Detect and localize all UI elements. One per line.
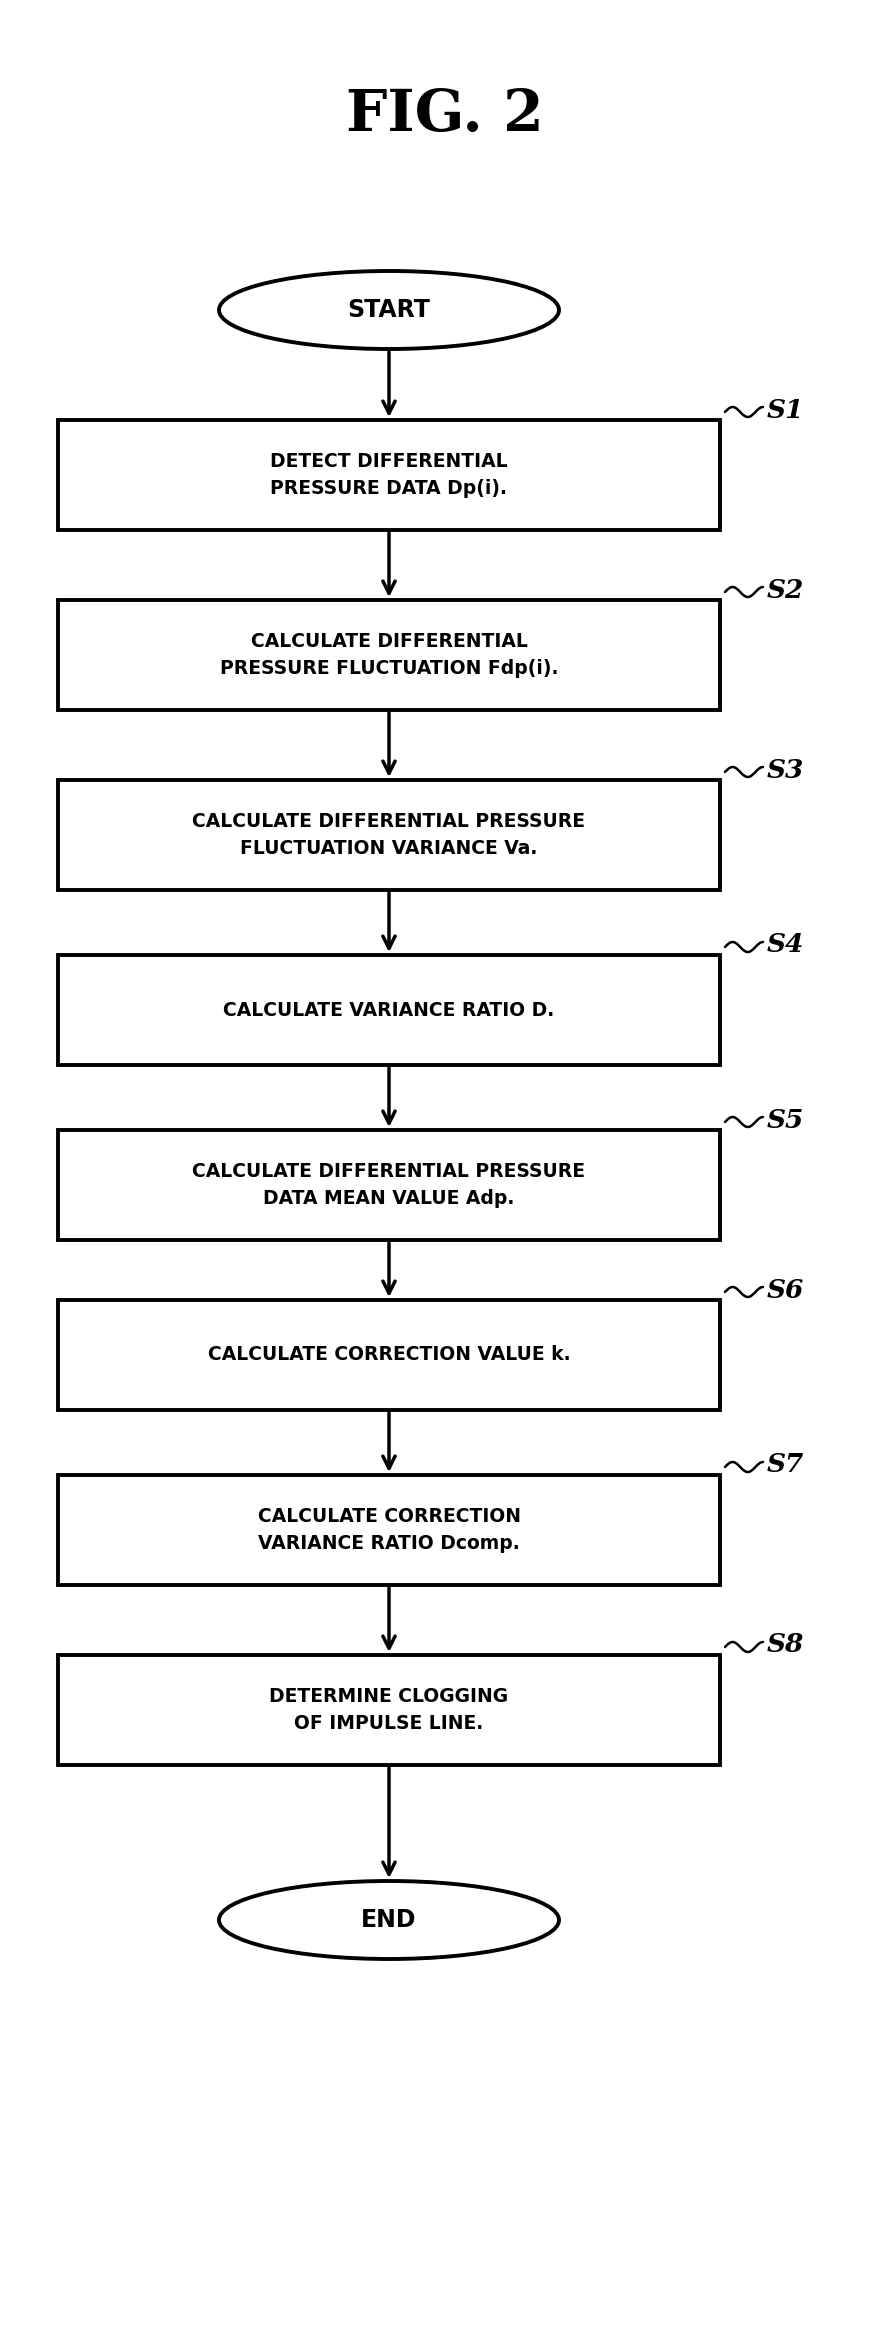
Text: CALCULATE DIFFERENTIAL PRESSURE
FLUCTUATION VARIANCE Va.: CALCULATE DIFFERENTIAL PRESSURE FLUCTUAT… <box>192 811 586 858</box>
Text: S5: S5 <box>767 1106 805 1132</box>
Text: DETERMINE CLOGGING
OF IMPULSE LINE.: DETERMINE CLOGGING OF IMPULSE LINE. <box>270 1688 508 1732</box>
Bar <box>58 1301 720 1411</box>
Text: S8: S8 <box>767 1631 805 1657</box>
Bar <box>58 420 720 530</box>
Text: S3: S3 <box>767 757 805 783</box>
Ellipse shape <box>219 1880 559 1960</box>
Text: DETECT DIFFERENTIAL
PRESSURE DATA Dp(i).: DETECT DIFFERENTIAL PRESSURE DATA Dp(i). <box>271 452 508 499</box>
Text: CALCULATE DIFFERENTIAL PRESSURE
DATA MEAN VALUE Adp.: CALCULATE DIFFERENTIAL PRESSURE DATA MEA… <box>192 1163 586 1207</box>
Text: CALCULATE DIFFERENTIAL
PRESSURE FLUCTUATION Fdp(i).: CALCULATE DIFFERENTIAL PRESSURE FLUCTUAT… <box>220 633 558 677</box>
Bar <box>58 954 720 1064</box>
Text: S1: S1 <box>767 398 805 422</box>
Text: CALCULATE VARIANCE RATIO D.: CALCULATE VARIANCE RATIO D. <box>223 1001 554 1020</box>
Text: S7: S7 <box>767 1453 805 1477</box>
Text: CALCULATE CORRECTION
VARIANCE RATIO Dcomp.: CALCULATE CORRECTION VARIANCE RATIO Dcom… <box>257 1507 521 1554</box>
Bar <box>58 1130 720 1240</box>
Ellipse shape <box>219 272 559 349</box>
Text: CALCULATE CORRECTION VALUE k.: CALCULATE CORRECTION VALUE k. <box>207 1345 570 1364</box>
Text: START: START <box>348 298 431 321</box>
Text: END: END <box>361 1908 417 1931</box>
Bar <box>58 1474 720 1585</box>
Text: S4: S4 <box>767 933 805 956</box>
Bar <box>58 600 720 710</box>
Bar <box>58 781 720 891</box>
Text: S2: S2 <box>767 577 805 602</box>
Bar <box>58 1655 720 1765</box>
Text: FIG. 2: FIG. 2 <box>346 87 544 143</box>
Text: S6: S6 <box>767 1277 805 1303</box>
